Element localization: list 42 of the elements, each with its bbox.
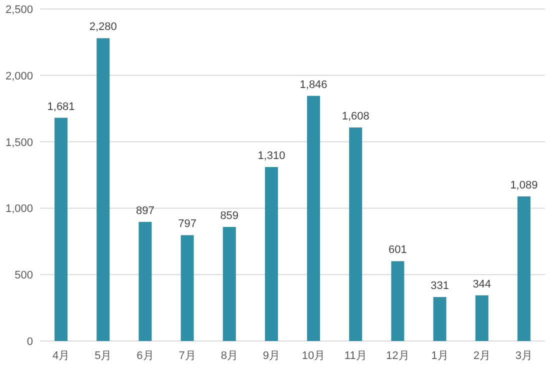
x-tick-label: 4月 [52, 350, 70, 362]
data-label: 2,280 [89, 21, 117, 34]
x-tick-label: 6月 [136, 350, 154, 362]
bar [475, 295, 488, 341]
data-label: 897 [136, 204, 154, 217]
data-label: 601 [388, 244, 407, 256]
x-tick-label: 7月 [178, 350, 196, 362]
x-tick-label: 12月 [386, 350, 410, 362]
x-tick-label: 1月 [431, 350, 448, 362]
bar [180, 235, 194, 341]
bar [433, 297, 446, 341]
data-label: 859 [220, 210, 239, 222]
y-tick-label: 500 [14, 270, 33, 282]
bar [391, 261, 404, 341]
x-tick-label: 11月 [344, 350, 367, 362]
x-tick-label: 2月 [473, 350, 490, 362]
y-tick-label: 1,000 [5, 203, 33, 216]
data-label: 1,681 [47, 100, 75, 113]
y-tick-label: 1,500 [5, 136, 33, 149]
data-label: 331 [430, 280, 449, 292]
bar [96, 38, 110, 341]
data-label: 344 [472, 278, 492, 290]
data-label: 1,846 [300, 78, 328, 91]
bar [222, 226, 236, 341]
data-label: 1,608 [342, 110, 370, 122]
data-label: 1,089 [510, 179, 538, 192]
data-label: 1,310 [258, 150, 286, 162]
x-tick-label: 3月 [515, 350, 533, 362]
y-tick-label: 2,500 [5, 4, 33, 16]
y-tick-label: 0 [26, 336, 33, 348]
bar [264, 167, 278, 341]
bar [349, 127, 362, 341]
bar [54, 118, 68, 341]
x-tick-label: 8月 [220, 350, 238, 362]
x-tick-label: 5月 [94, 350, 112, 362]
bar [307, 96, 320, 341]
bar [517, 196, 530, 341]
x-tick-label: 10月 [302, 350, 326, 362]
bar [138, 222, 152, 341]
y-tick-label: 2,000 [5, 70, 33, 82]
data-label: 797 [178, 218, 196, 230]
x-tick-label: 9月 [262, 350, 280, 362]
